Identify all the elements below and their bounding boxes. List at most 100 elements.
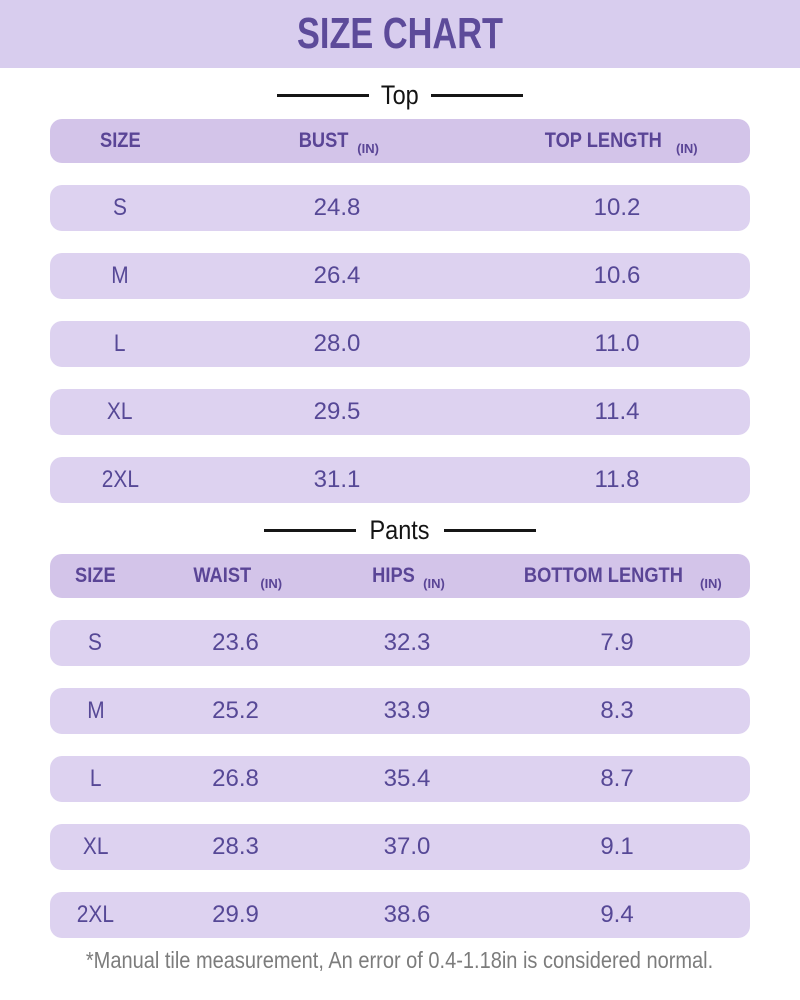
pants-column-header-hips: HIPS (IN) bbox=[330, 564, 484, 591]
divider-line-left bbox=[277, 93, 370, 97]
waist-value: 25.2 bbox=[212, 697, 259, 724]
hips-cell: 38.6 bbox=[330, 901, 484, 929]
column-unit: (IN) bbox=[260, 575, 283, 591]
size-value: 2XL bbox=[101, 466, 139, 493]
size-value: S bbox=[113, 194, 127, 221]
bust-value: 28.0 bbox=[313, 330, 361, 357]
bottom-length-value: 7.9 bbox=[600, 629, 634, 656]
hips-value: 33.9 bbox=[383, 697, 431, 724]
size-value: L bbox=[89, 765, 102, 792]
size-value: XL bbox=[82, 833, 109, 860]
hips-cell: 37.0 bbox=[330, 833, 484, 861]
top-length-cell: 11.4 bbox=[484, 398, 750, 426]
top-size-table: SIZE BUST (IN) TOP LENGTH (IN) S 24.8 10… bbox=[50, 119, 750, 503]
bottom-length-cell: 9.4 bbox=[484, 901, 750, 929]
size-cell: XL bbox=[50, 833, 141, 861]
pants-column-header-bottom-length: BOTTOM LENGTH (IN) bbox=[484, 564, 750, 591]
bust-value: 24.8 bbox=[313, 194, 361, 221]
waist-cell: 23.6 bbox=[141, 629, 330, 657]
size-cell: L bbox=[50, 330, 190, 358]
top-column-header-bust: BUST (IN) bbox=[190, 129, 484, 156]
column-label: BUST bbox=[298, 129, 349, 152]
top-table-header-row: SIZE BUST (IN) TOP LENGTH (IN) bbox=[50, 119, 750, 163]
hips-cell: 33.9 bbox=[330, 697, 484, 725]
pants-row-xl: XL 28.3 37.0 9.1 bbox=[50, 824, 750, 870]
bust-cell: 31.1 bbox=[190, 466, 484, 494]
column-label: SIZE bbox=[99, 129, 141, 152]
page-title-text: SIZE CHART bbox=[297, 9, 503, 58]
hips-value: 37.0 bbox=[383, 833, 431, 860]
waist-cell: 29.9 bbox=[141, 901, 330, 929]
size-cell: 2XL bbox=[50, 901, 141, 929]
column-unit: (IN) bbox=[357, 140, 379, 156]
bust-value: 31.1 bbox=[313, 466, 361, 493]
top-length-cell: 10.6 bbox=[484, 262, 750, 290]
waist-value: 26.8 bbox=[212, 765, 259, 792]
size-cell: 2XL bbox=[50, 466, 190, 494]
column-label: BOTTOM LENGTH bbox=[524, 564, 684, 587]
bust-value: 29.5 bbox=[313, 398, 361, 425]
top-length-cell: 11.8 bbox=[484, 466, 750, 494]
column-label: SIZE bbox=[75, 564, 116, 587]
waist-value: 23.6 bbox=[212, 629, 259, 656]
measurement-footnote: *Manual tile measurement, An error of 0.… bbox=[0, 947, 800, 974]
top-length-value: 10.6 bbox=[593, 262, 641, 289]
bottom-length-cell: 9.1 bbox=[484, 833, 750, 861]
size-value: M bbox=[111, 262, 129, 289]
title-banner: SIZE CHART bbox=[0, 0, 800, 68]
waist-value: 28.3 bbox=[212, 833, 259, 860]
divider-line-right bbox=[430, 93, 523, 97]
size-value: 2XL bbox=[76, 901, 115, 928]
bottom-length-value: 9.4 bbox=[600, 901, 634, 928]
waist-cell: 28.3 bbox=[141, 833, 330, 861]
top-length-value: 11.8 bbox=[594, 466, 640, 493]
pants-size-table: SIZE WAIST (IN) HIPS (IN) BOTTOM LENGTH … bbox=[50, 554, 750, 938]
top-row-m: M 26.4 10.6 bbox=[50, 253, 750, 299]
hips-value: 35.4 bbox=[383, 765, 431, 792]
size-value: S bbox=[88, 629, 103, 656]
waist-value: 29.9 bbox=[212, 901, 259, 928]
bust-cell: 29.5 bbox=[190, 398, 484, 426]
column-label: TOP LENGTH bbox=[545, 129, 663, 152]
top-row-2xl: 2XL 31.1 11.8 bbox=[50, 457, 750, 503]
bust-cell: 26.4 bbox=[190, 262, 484, 290]
section-label-pants: Pants bbox=[369, 514, 431, 545]
size-cell: XL bbox=[50, 398, 190, 426]
bottom-length-cell: 7.9 bbox=[484, 629, 750, 657]
pants-row-s: S 23.6 32.3 7.9 bbox=[50, 620, 750, 666]
divider-line-left bbox=[264, 528, 357, 532]
bottom-length-cell: 8.3 bbox=[484, 697, 750, 725]
column-unit: (IN) bbox=[423, 575, 445, 591]
top-row-l: L 28.0 11.0 bbox=[50, 321, 750, 367]
top-column-header-top-length: TOP LENGTH (IN) bbox=[484, 129, 750, 156]
bust-cell: 24.8 bbox=[190, 194, 484, 222]
column-unit: (IN) bbox=[700, 575, 722, 591]
top-row-s: S 24.8 10.2 bbox=[50, 185, 750, 231]
pants-row-m: M 25.2 33.9 8.3 bbox=[50, 688, 750, 734]
size-cell: M bbox=[50, 262, 190, 290]
size-value: L bbox=[114, 330, 126, 357]
top-column-header-size: SIZE bbox=[50, 129, 190, 153]
bottom-length-value: 9.1 bbox=[600, 833, 634, 860]
size-cell: M bbox=[50, 697, 141, 725]
size-cell: S bbox=[50, 629, 141, 657]
hips-value: 38.6 bbox=[383, 901, 431, 928]
waist-cell: 25.2 bbox=[141, 697, 330, 725]
hips-cell: 32.3 bbox=[330, 629, 484, 657]
section-divider-top: Top bbox=[0, 77, 800, 113]
column-unit: (IN) bbox=[675, 140, 698, 156]
pants-column-header-waist: WAIST (IN) bbox=[141, 564, 330, 591]
size-value: M bbox=[86, 697, 105, 724]
section-divider-pants: Pants bbox=[0, 512, 800, 548]
pants-row-l: L 26.8 35.4 8.7 bbox=[50, 756, 750, 802]
hips-value: 32.3 bbox=[383, 629, 431, 656]
size-value: XL bbox=[107, 398, 133, 425]
top-length-cell: 11.0 bbox=[484, 330, 750, 358]
size-cell: S bbox=[50, 194, 190, 222]
top-length-value: 10.2 bbox=[593, 194, 641, 221]
top-length-value: 11.0 bbox=[594, 330, 640, 357]
waist-cell: 26.8 bbox=[141, 765, 330, 793]
bottom-length-cell: 8.7 bbox=[484, 765, 750, 793]
pants-table-header-row: SIZE WAIST (IN) HIPS (IN) BOTTOM LENGTH … bbox=[50, 554, 750, 598]
top-length-cell: 10.2 bbox=[484, 194, 750, 222]
